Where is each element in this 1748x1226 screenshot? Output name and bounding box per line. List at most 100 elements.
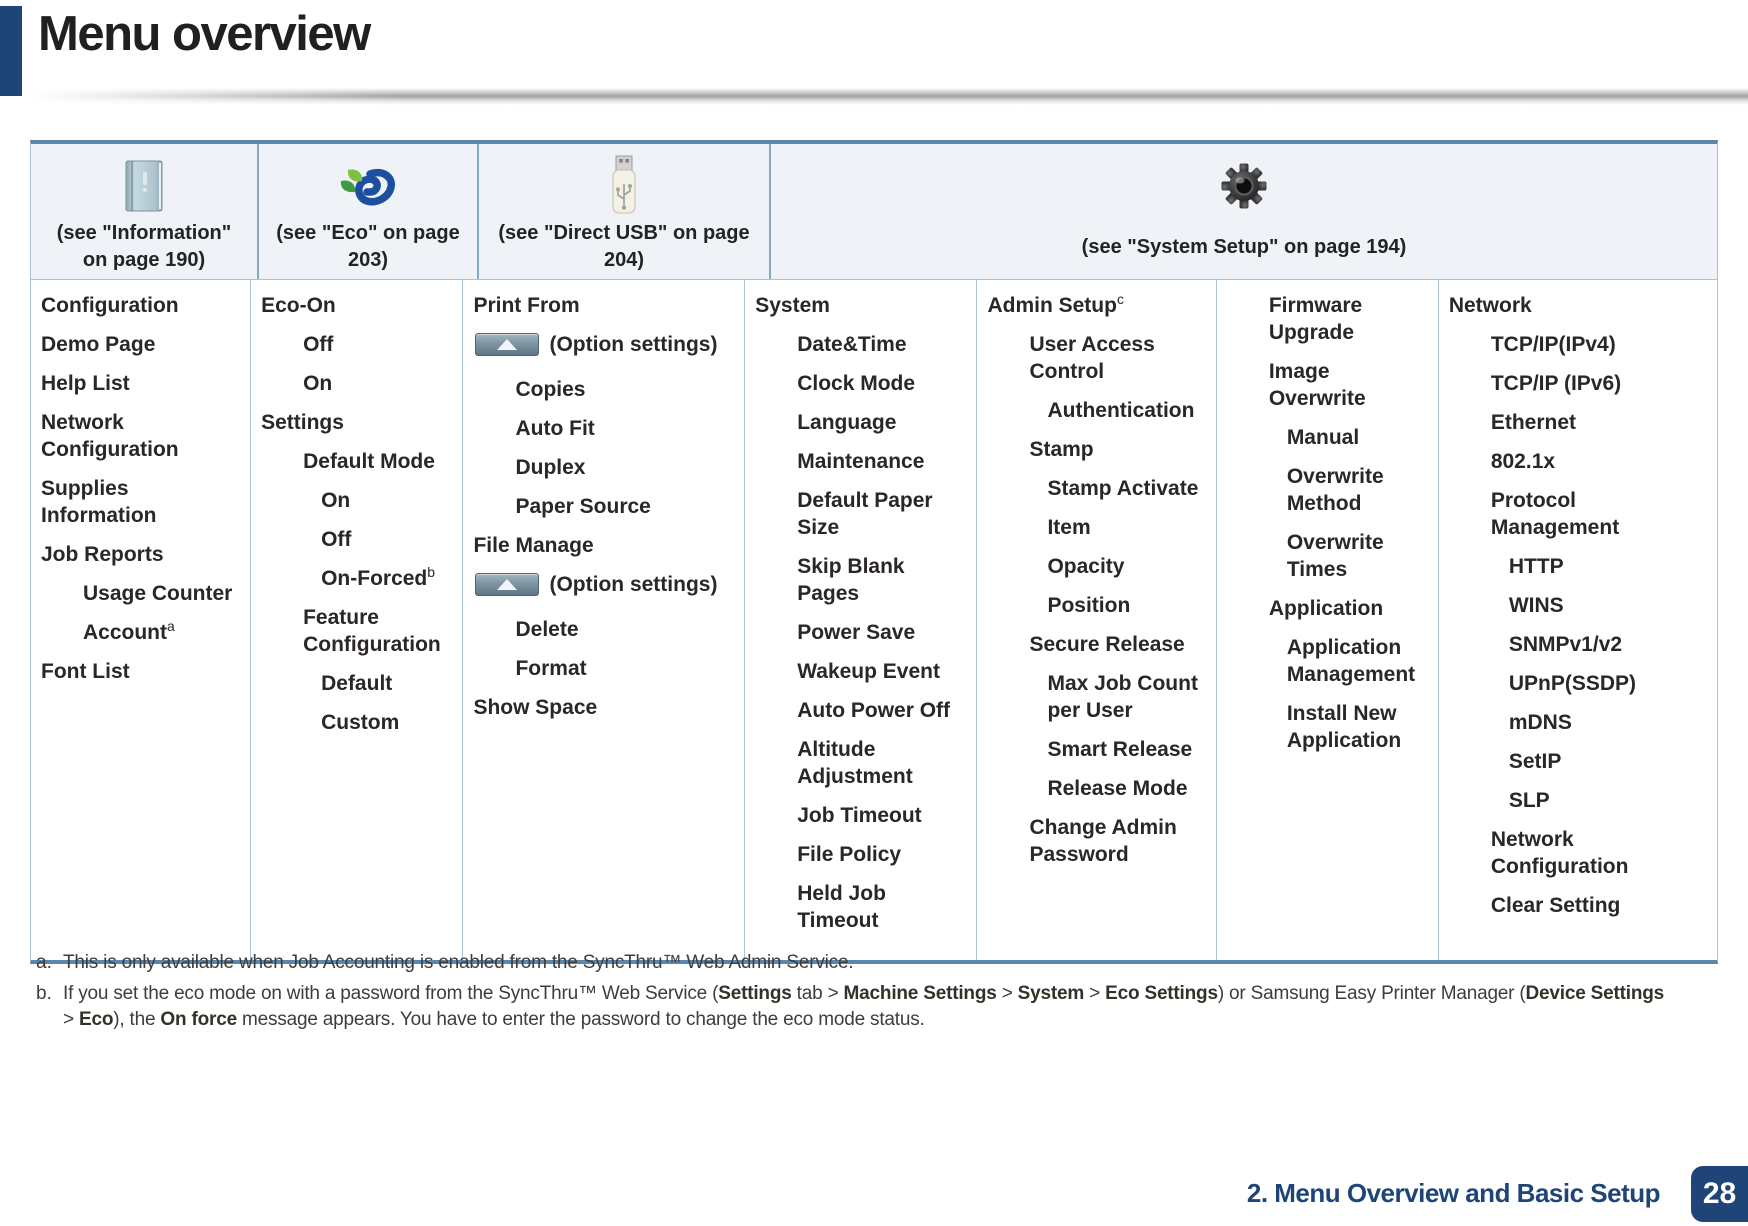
menu-item: SetIP: [1439, 748, 1707, 775]
menu-item: Held Job Timeout: [745, 880, 950, 934]
menu-item: Maintenance: [745, 448, 950, 475]
menu-item-label: Default Paper Size: [797, 489, 933, 539]
menu-item: Manual: [1217, 424, 1428, 451]
menu-item-label: Overwrite Times: [1286, 531, 1384, 581]
menu-item: Job Timeout: [745, 802, 950, 829]
menu-item: Copies: [463, 376, 734, 403]
footnote-text: This is only available when Job Accounti…: [63, 952, 854, 973]
menu-item-label: Network Configuration: [41, 411, 179, 461]
menu-item-label: Job Timeout: [797, 804, 922, 827]
menu-item-label: UPnP(SSDP): [1508, 672, 1637, 695]
menu-item: Font List: [31, 658, 240, 685]
menu-item-label: Usage Counter: [83, 582, 233, 605]
menu-item-label: Supplies Information: [41, 477, 157, 527]
menu-item: Default: [251, 670, 452, 697]
menu-item: Clock Mode: [745, 370, 950, 397]
footnote-reference: b: [427, 564, 436, 580]
menu-item-label: File Policy: [797, 843, 902, 866]
menu-item-label: 802.1x: [1490, 450, 1556, 473]
menu-item-label: Install New Application: [1286, 702, 1402, 752]
header-caption-link[interactable]: (see "Information" on page 190): [56, 222, 232, 271]
menu-item: Image Overwrite: [1217, 358, 1428, 412]
menu-item: Print From: [463, 292, 734, 319]
menu-item-label: Stamp: [1029, 438, 1094, 461]
header-caption-link[interactable]: (see "Eco" on page 203): [276, 222, 460, 271]
footnote: b. If you set the eco mode on with a pass…: [36, 981, 1716, 1033]
menu-item-label: Max Job Count per User: [1047, 672, 1198, 722]
footnote-text: If you set the eco mode on with a passwo…: [63, 983, 1665, 1030]
menu-item: Opacity: [977, 553, 1205, 580]
menu-item: HTTP: [1439, 553, 1707, 580]
menu-item: User Access Control: [977, 331, 1205, 385]
menu-item: Date&Time: [745, 331, 950, 358]
menu-item: Default Paper Size: [745, 487, 950, 541]
menu-item-label: Print From: [473, 294, 580, 317]
menu-item-label: Maintenance: [797, 450, 925, 473]
menu-item-label: SetIP: [1508, 750, 1562, 773]
option-settings-button: [475, 573, 540, 596]
menu-column-information: Configuration Demo Page Help List Network C…: [31, 280, 252, 960]
header-cell: (see "Information" on page 190): [31, 144, 259, 279]
menu-item-label: Smart Release: [1047, 738, 1193, 761]
menu-item-label: Format: [515, 657, 587, 680]
menu-item-label: On: [303, 372, 333, 395]
menu-item: Configuration: [31, 292, 240, 319]
information-icon: [123, 154, 165, 218]
footnote-reference: c: [1116, 291, 1124, 307]
menu-item-label: Wakeup Event: [797, 660, 940, 683]
menu-item: Install New Application: [1217, 700, 1428, 754]
header-caption-link[interactable]: (see "System Setup" on page 194): [1081, 235, 1407, 258]
menu-item-label: Release Mode: [1047, 777, 1188, 800]
menu-item-label: Show Space: [473, 696, 598, 719]
menu-item: Stamp Activate: [977, 475, 1205, 502]
menu-item: Stamp: [977, 436, 1205, 463]
menu-item-label: On: [321, 489, 351, 512]
menu-item: Job Reports: [31, 541, 240, 568]
menu-column-admin-setup: Admin Setupc User Access Control Authentic…: [977, 280, 1217, 960]
option-settings-button: [475, 333, 540, 356]
menu-item: Overwrite Times: [1217, 529, 1428, 583]
menu-column-admin-setup-continued: Firmware Upgrade Image Overwrite Manual Ove…: [1217, 280, 1439, 960]
menu-item-label: Feature Configuration: [303, 606, 441, 656]
menu-item: Altitude Adjustment: [745, 736, 950, 790]
menu-item-label: Paper Source: [515, 495, 651, 518]
menu-item-label: TCP/IP (IPv6): [1490, 372, 1622, 395]
menu-item-label: Network Configuration: [1490, 828, 1629, 878]
menu-item-label: Secure Release: [1029, 633, 1185, 656]
menu-item: Application Management: [1217, 634, 1428, 688]
menu-item-label: Off: [321, 528, 352, 551]
menu-item-label: SLP: [1508, 789, 1550, 812]
usb-icon: [608, 154, 640, 218]
menu-item-label: File Manage: [473, 534, 594, 557]
up-arrow-icon: [497, 579, 518, 590]
menu-item-label: Ethernet: [1490, 411, 1577, 434]
menu-item-label: Copies: [515, 378, 586, 401]
header-caption-link[interactable]: (see "Direct USB" on page 204): [498, 222, 750, 271]
menu-item-label: Admin Setup: [987, 294, 1117, 317]
menu-overview-table: (see "Information" on page 190) (see "Eco…: [30, 140, 1718, 964]
menu-item: Power Save: [745, 619, 950, 646]
menu-column-eco: Eco-On Off On Settings Default Mode On Off On-F…: [251, 280, 464, 960]
menu-item-option-settings: (Option settings): [463, 331, 734, 358]
menu-item: Demo Page: [31, 331, 240, 358]
menu-item-label: WINS: [1508, 594, 1564, 617]
menu-column-direct-usb: Print From (Option settings) Copies Auto Fi…: [463, 280, 746, 960]
menu-item-label: Held Job Timeout: [797, 882, 886, 932]
menu-item: Skip Blank Pages: [745, 553, 950, 607]
menu-item-label: Item: [1047, 516, 1091, 539]
menu-item-label: Change Admin Password: [1029, 816, 1177, 866]
menu-item: File Manage: [463, 532, 734, 559]
menu-item-label: Date&Time: [797, 333, 907, 356]
menu-item-label: Account: [83, 621, 167, 644]
menu-item-option-settings: (Option settings): [463, 571, 734, 598]
menu-item-label: Default: [321, 672, 393, 695]
menu-item-label: Altitude Adjustment: [797, 738, 913, 788]
menu-item-label: Overwrite Method: [1286, 465, 1384, 515]
menu-item: Admin Setupc: [977, 292, 1205, 319]
menu-item-label: System: [755, 294, 830, 317]
menu-item-label: Clear Setting: [1490, 894, 1621, 917]
menu-item: Feature Configuration: [251, 604, 452, 658]
menu-item-label: Configuration: [41, 294, 179, 317]
menu-item-label: Skip Blank Pages: [797, 555, 905, 605]
menu-item: Off: [251, 331, 452, 358]
